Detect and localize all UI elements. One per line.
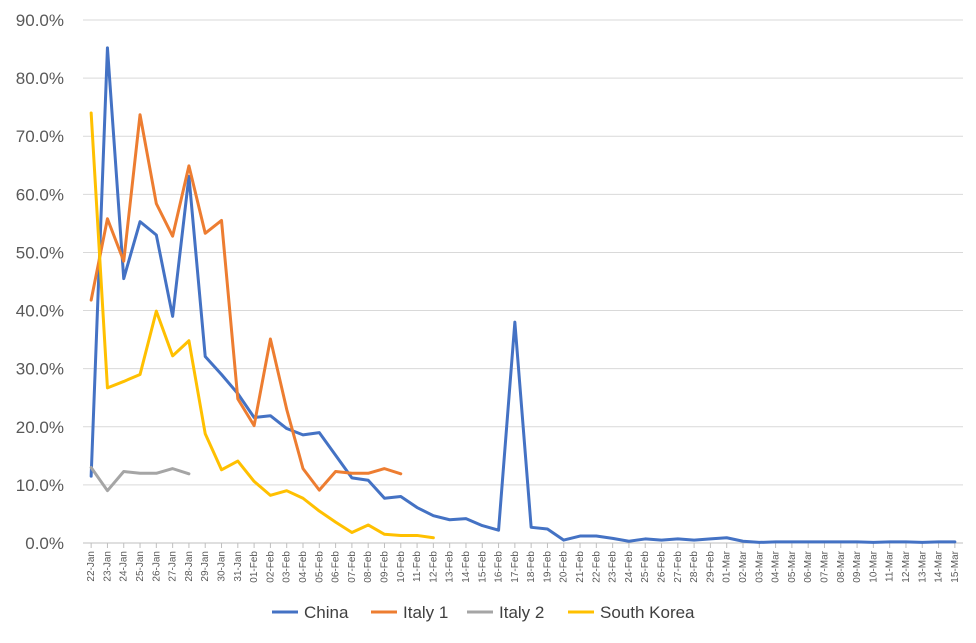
x-tick-label: 06-Mar bbox=[803, 550, 814, 582]
x-tick-label: 08-Feb bbox=[363, 551, 374, 583]
legend-label: China bbox=[304, 603, 349, 622]
x-tick-label: 03-Feb bbox=[282, 551, 293, 583]
x-tick-label: 14-Mar bbox=[934, 550, 945, 582]
x-tick-label: 23-Jan bbox=[102, 551, 113, 582]
legend-item-italy-1[interactable]: Italy 1 bbox=[371, 603, 448, 622]
series-line-china bbox=[89, 46, 957, 544]
legend[interactable]: China Italy 1 Italy 2 South Korea bbox=[272, 603, 695, 622]
x-tick-label: 19-Feb bbox=[542, 551, 553, 583]
x-tick-label: 26-Feb bbox=[657, 551, 668, 583]
x-tick-label: 14-Feb bbox=[461, 551, 472, 583]
x-axis: 22-Jan 23-Jan 24-Jan 25-Jan 26-Jan 27-Jan 28-J… bbox=[83, 542, 963, 583]
x-tick-label: 07-Feb bbox=[347, 551, 358, 583]
x-tick-label: 18-Feb bbox=[526, 551, 537, 583]
legend-label: Italy 1 bbox=[403, 603, 448, 622]
y-tick-label: 50.0% bbox=[16, 243, 64, 262]
x-tick-label: 11-Feb bbox=[412, 551, 423, 582]
x-tick-label: 24-Feb bbox=[624, 551, 635, 583]
x-tick-label: 03-Mar bbox=[754, 550, 765, 582]
x-tick-label: 15-Mar bbox=[950, 550, 961, 582]
y-tick-label: 60.0% bbox=[16, 185, 64, 204]
x-tick-label: 11-Mar bbox=[885, 550, 896, 582]
y-tick-label: 80.0% bbox=[16, 69, 64, 88]
x-tick-label: 12-Feb bbox=[428, 551, 439, 583]
x-tick-label: 01-Mar bbox=[722, 550, 733, 582]
x-tick-label: 21-Feb bbox=[575, 551, 586, 583]
x-tick-label: 31-Jan bbox=[233, 551, 244, 582]
x-tick-label: 13-Mar bbox=[917, 550, 928, 582]
legend-label: Italy 2 bbox=[499, 603, 544, 622]
legend-item-china[interactable]: China bbox=[272, 603, 349, 622]
x-tick-label: 26-Jan bbox=[151, 551, 162, 582]
x-tick-label: 05-Feb bbox=[314, 551, 325, 583]
legend-item-south-korea[interactable]: South Korea bbox=[568, 603, 695, 622]
y-tick-label: 90.0% bbox=[16, 11, 64, 30]
series-line-south-korea bbox=[89, 111, 435, 540]
x-tick-label: 27-Feb bbox=[673, 551, 684, 583]
x-tick-label: 10-Mar bbox=[868, 550, 879, 582]
x-tick-label: 22-Feb bbox=[591, 551, 602, 583]
legend-label: South Korea bbox=[600, 603, 695, 622]
x-tick-label: 17-Feb bbox=[510, 551, 521, 583]
x-tick-label: 22-Jan bbox=[86, 551, 97, 582]
x-tick-label: 02-Mar bbox=[738, 550, 749, 582]
x-tick-label: 25-Jan bbox=[135, 551, 146, 582]
gridlines bbox=[83, 19, 963, 544]
x-tick-label: 20-Feb bbox=[559, 551, 570, 583]
x-tick-label: 07-Mar bbox=[819, 550, 830, 582]
x-tick-label: 10-Feb bbox=[396, 551, 407, 583]
x-tick-label: 29-Feb bbox=[705, 551, 716, 583]
x-tick-label: 25-Feb bbox=[640, 551, 651, 583]
y-tick-label: 10.0% bbox=[16, 476, 64, 495]
x-tick-label: 08-Mar bbox=[836, 550, 847, 582]
x-tick-label: 12-Mar bbox=[901, 550, 912, 582]
x-tick-label: 06-Feb bbox=[331, 551, 342, 583]
x-tick-label: 09-Feb bbox=[379, 551, 390, 583]
x-tick-label: 23-Feb bbox=[608, 551, 619, 583]
series-lines bbox=[89, 46, 957, 544]
x-tick-label: 04-Mar bbox=[771, 550, 782, 582]
x-tick-label: 29-Jan bbox=[200, 551, 211, 582]
x-tick-label: 28-Feb bbox=[689, 551, 700, 583]
x-tick-label: 15-Feb bbox=[477, 551, 488, 583]
x-tick-label: 16-Feb bbox=[494, 551, 505, 583]
x-tick-label: 24-Jan bbox=[119, 551, 130, 582]
legend-item-italy-2[interactable]: Italy 2 bbox=[467, 603, 544, 622]
y-axis-tick-labels: 0.0% 10.0% 20.0% 30.0% 40.0% 50.0% 60.0% 70.0% 8… bbox=[16, 11, 64, 553]
x-tick-label: 04-Feb bbox=[298, 551, 309, 583]
x-tick-label: 02-Feb bbox=[265, 551, 276, 583]
x-tick-label: 09-Mar bbox=[852, 550, 863, 582]
x-tick-label: 05-Mar bbox=[787, 550, 798, 582]
series-line-italy-2 bbox=[89, 465, 191, 493]
y-tick-label: 40.0% bbox=[16, 302, 64, 321]
series-line-italy-1 bbox=[89, 113, 403, 492]
y-tick-label: 0.0% bbox=[25, 534, 64, 553]
y-tick-label: 20.0% bbox=[16, 418, 64, 437]
x-tick-label: 01-Feb bbox=[249, 551, 260, 583]
x-tick-label: 27-Jan bbox=[168, 551, 179, 582]
y-tick-label: 30.0% bbox=[16, 360, 64, 379]
x-tick-label: 30-Jan bbox=[217, 551, 228, 582]
y-tick-label: 70.0% bbox=[16, 127, 64, 146]
x-tick-label: 13-Feb bbox=[445, 551, 456, 583]
x-tick-label: 28-Jan bbox=[184, 551, 195, 582]
